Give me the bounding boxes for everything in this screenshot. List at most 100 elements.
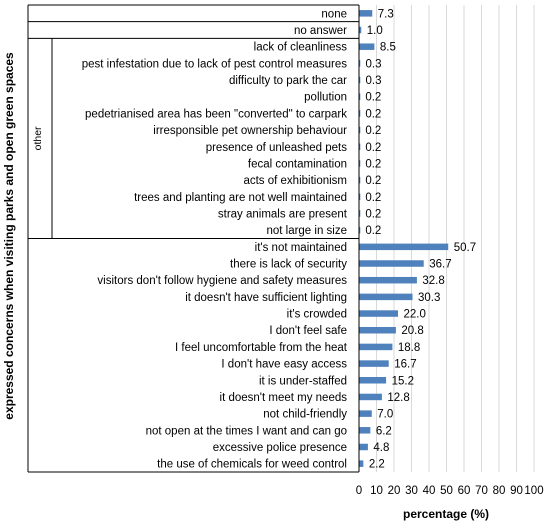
category-label: not large in size	[266, 225, 347, 237]
category-label: lack of cleanliness	[254, 42, 348, 54]
bar	[359, 176, 361, 184]
category-label: pollution	[304, 92, 347, 104]
category-labels: none no answer lack of cleanliness pest inf…	[82, 8, 348, 470]
bar	[359, 443, 368, 451]
chart-frame	[27, 4, 360, 473]
value-label: 7.0	[377, 409, 393, 421]
bar	[359, 460, 364, 467]
bar	[359, 26, 362, 34]
x-tick-label: 60	[458, 485, 471, 497]
value-label: 6.2	[376, 425, 392, 437]
bar	[359, 193, 361, 201]
bar	[359, 126, 361, 134]
value-label: 22.0	[404, 309, 426, 321]
bar	[359, 276, 417, 284]
x-tick-label: 80	[493, 485, 506, 497]
value-label: 7.3	[378, 8, 394, 20]
value-label: 32.8	[422, 275, 444, 287]
bar	[359, 393, 382, 401]
bar	[359, 160, 361, 167]
group-label-other: other	[32, 126, 44, 150]
y-axis-title: expressed concerns when visiting parks a…	[2, 52, 16, 420]
value-label: 0.2	[365, 125, 381, 137]
category-label: I don't feel safe	[269, 325, 347, 337]
x-tick-label: 70	[475, 485, 488, 497]
value-label: 0.2	[365, 158, 381, 170]
x-tick-label: 10	[370, 485, 383, 497]
value-label: 50.7	[454, 242, 476, 254]
x-tick-label: 40	[423, 485, 436, 497]
x-tick-label: 0	[356, 485, 362, 497]
gridlines	[376, 5, 535, 472]
value-label: 18.8	[398, 342, 420, 354]
category-label: I feel uncomfortable from the heat	[175, 342, 348, 354]
bar	[359, 343, 393, 351]
value-label: 0.2	[365, 108, 381, 120]
bar	[359, 310, 398, 317]
x-tick-label: 50	[440, 485, 453, 497]
value-label: 2.2	[369, 459, 385, 471]
category-label: not open at the times I want and can go	[146, 425, 347, 437]
category-label: it doesn't have sufficient lighting	[185, 292, 347, 304]
category-label: pedetrianised area has been "converted" …	[85, 108, 347, 120]
value-label: 36.7	[429, 259, 451, 271]
x-tick-label: 100	[524, 485, 543, 497]
bar	[359, 93, 361, 100]
category-label: not child-friendly	[263, 409, 347, 421]
bar	[359, 10, 373, 17]
value-labels: 7.3 1.0 8.5 0.3 0.3 0.2 0.2 0.2 0.2 0.2 0.2 0.2 0.2 0…	[365, 8, 476, 470]
category-label: presence of unleashed pets	[206, 142, 348, 154]
value-label: 0.3	[366, 75, 382, 87]
value-label: 4.8	[373, 442, 389, 454]
category-label: excessive police presence	[213, 442, 347, 454]
value-label: 30.3	[418, 292, 440, 304]
value-label: 0.2	[365, 142, 381, 154]
bar	[359, 43, 375, 50]
bar	[359, 226, 361, 234]
x-tick-labels: 0 10 20 30 40 50 60 70 80 90 100	[356, 485, 544, 497]
category-label: irresponsible pet ownership behaviour	[153, 125, 347, 137]
value-label: 0.2	[365, 92, 381, 104]
value-label: 0.2	[365, 225, 381, 237]
value-label: 12.8	[387, 392, 409, 404]
bar	[359, 110, 361, 117]
category-label: it is under-staffed	[259, 375, 347, 387]
value-label: 1.0	[367, 25, 383, 37]
value-label: 0.2	[365, 208, 381, 220]
bar	[359, 427, 371, 434]
category-label: stray animals are present	[218, 208, 348, 220]
category-label: I don't have easy access	[221, 359, 347, 371]
bar	[359, 360, 389, 367]
x-tick-label: 30	[405, 485, 418, 497]
category-label: difficulty to park the car	[229, 75, 347, 87]
value-label: 0.2	[365, 192, 381, 204]
value-label: 8.5	[380, 42, 396, 54]
value-label: 0.3	[366, 58, 382, 70]
bar	[359, 293, 413, 301]
category-label: visitors don't follow hygiene and safety…	[97, 275, 347, 287]
bar	[359, 377, 387, 384]
category-label: no answer	[294, 25, 347, 37]
bars	[359, 10, 449, 467]
value-label: 15.2	[392, 375, 414, 387]
category-label: trees and planting are not well maintain…	[134, 192, 347, 204]
bar	[359, 143, 361, 151]
x-tick-label: 90	[510, 485, 523, 497]
bar	[359, 210, 361, 217]
value-label: 20.8	[401, 325, 423, 337]
bar	[359, 410, 372, 417]
bar	[359, 76, 361, 84]
category-label: it's crowded	[287, 309, 347, 321]
category-label: it doesn't meet my needs	[220, 392, 348, 404]
value-label: 16.7	[394, 359, 416, 371]
category-label: pest infestation due to lack of pest con…	[82, 58, 348, 70]
bar	[359, 260, 424, 267]
bar	[359, 243, 449, 251]
category-label: it's not maintained	[255, 242, 347, 254]
value-label: 0.2	[365, 175, 381, 187]
category-label: the use of chemicals for weed control	[157, 459, 347, 471]
category-label: none	[321, 8, 347, 20]
category-label: fecal contamination	[248, 158, 347, 170]
x-tick-label: 20	[388, 485, 401, 497]
